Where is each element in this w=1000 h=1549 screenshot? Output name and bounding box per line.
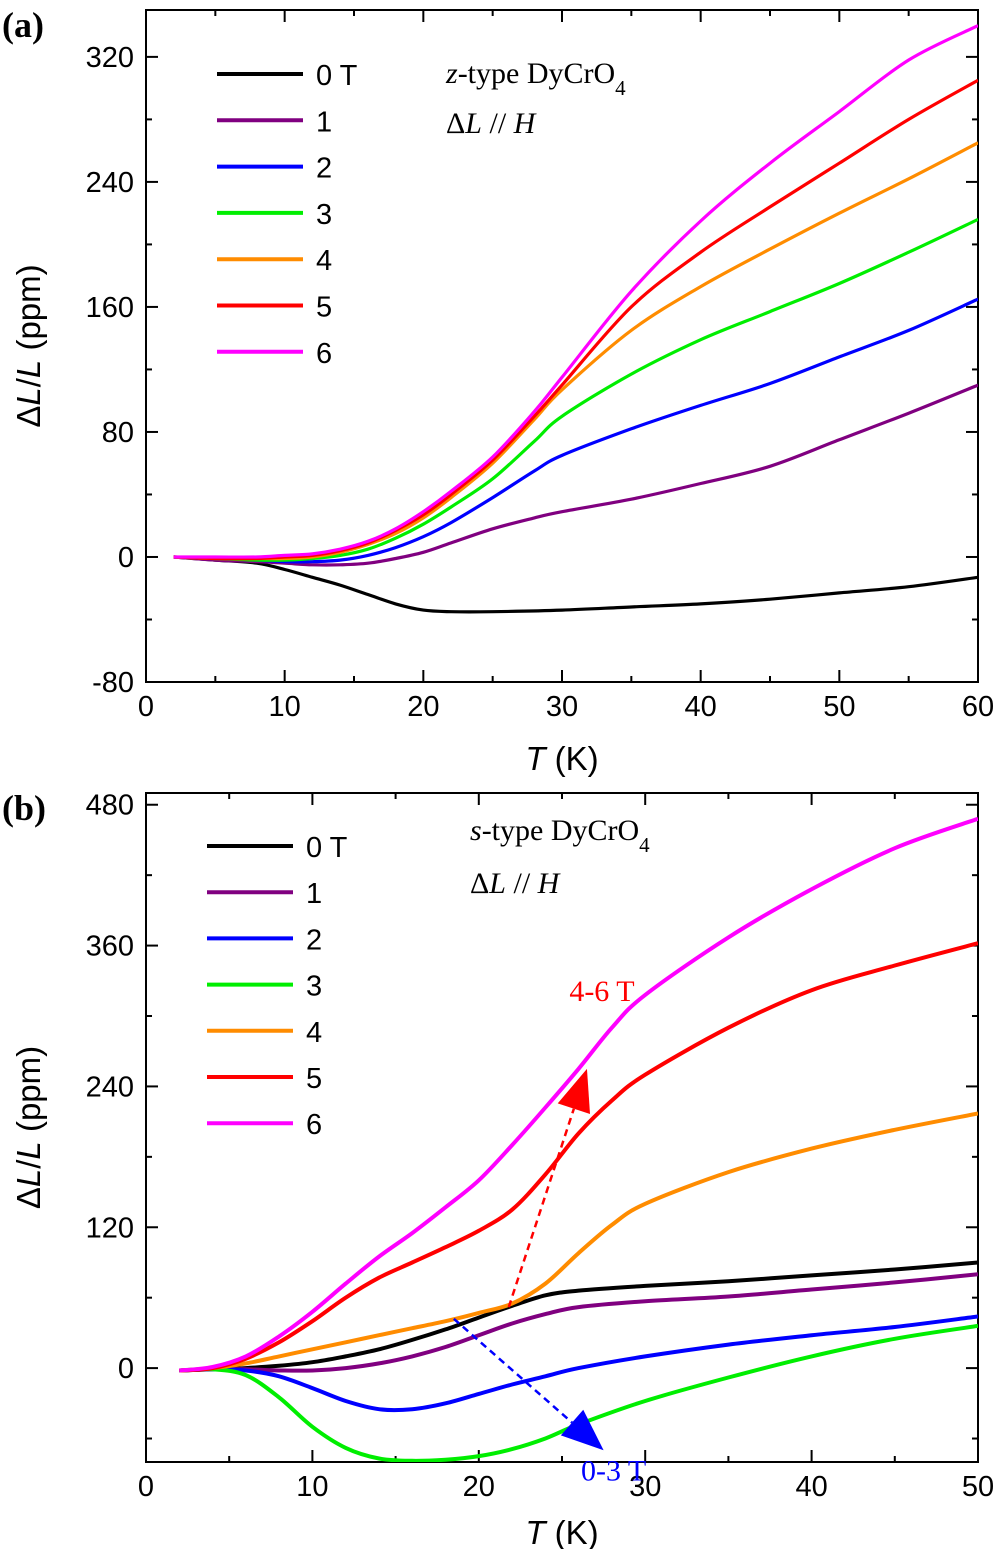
series-line-0: [179, 1260, 978, 1373]
x-tick-label: 20: [407, 691, 439, 723]
x-tick-label: 40: [685, 691, 717, 723]
series-line-6: [179, 816, 978, 1373]
x-tick-label: 50: [962, 1471, 994, 1503]
panel-label: (b): [2, 788, 46, 828]
x-axis-label: T (K): [525, 1514, 598, 1549]
arrow-label-1: 4-6 T: [569, 975, 634, 1008]
series-line-1: [173, 383, 978, 567]
legend-label-0: 0 T: [316, 60, 358, 92]
legend-label-3: 3: [306, 971, 322, 1003]
plot-frame: [145, 9, 979, 683]
legend-label-5: 5: [306, 1063, 322, 1095]
legend-label-6: 6: [316, 338, 332, 370]
series-line-5: [179, 941, 978, 1373]
x-tick-label: 0: [138, 691, 154, 723]
arrow-shaft-2: [453, 1317, 573, 1424]
x-tick-label: 60: [962, 691, 994, 723]
x-tick-label: 10: [296, 1471, 328, 1503]
series-line-3: [179, 1323, 978, 1462]
y-tick-label: -80: [92, 667, 134, 699]
x-axis-label: T (K): [525, 740, 598, 777]
annotation-2: ΔL // H: [446, 107, 538, 140]
legend-label-6: 6: [306, 1109, 322, 1141]
x-tick-label: 20: [463, 1471, 495, 1503]
arrow-head-2: [560, 1409, 604, 1451]
series-line-6: [173, 24, 978, 559]
y-tick-label: 80: [102, 417, 134, 449]
legend-label-4: 4: [316, 245, 332, 277]
y-axis-label: ΔL/L (ppm): [10, 264, 47, 427]
y-axis-label: ΔL/L (ppm): [10, 1046, 47, 1209]
legend-label-4: 4: [306, 1017, 322, 1049]
series-group: [179, 816, 978, 1462]
arrow-label-2: 0-3 T: [581, 1454, 646, 1487]
series-line-2: [173, 297, 978, 564]
y-tick-label: 120: [86, 1212, 134, 1244]
x-tick-label: 30: [546, 691, 578, 723]
x-tick-label: 40: [795, 1471, 827, 1503]
y-tick-label: 240: [86, 1071, 134, 1103]
legend-label-2: 2: [316, 153, 332, 185]
x-tick-label: 10: [269, 691, 301, 723]
annotation-1: z-type DyCrO4: [445, 57, 626, 100]
x-tick-label: 0: [138, 1471, 154, 1503]
x-tick-label: 50: [823, 691, 855, 723]
legend: 0 T 1 2 3 4 5 6: [207, 832, 348, 1141]
arrow-head-1: [557, 1068, 591, 1115]
series-line-1: [179, 1272, 978, 1373]
y-tick-label: 240: [86, 167, 134, 199]
series-line-0: [173, 555, 978, 614]
series-line-4: [179, 1111, 978, 1373]
y-tick-label: 0: [118, 1353, 134, 1385]
annotation-2: ΔL // H: [470, 867, 562, 900]
legend-label-1: 1: [306, 878, 322, 910]
y-tick-label: 360: [86, 931, 134, 963]
legend: 0 T 1 2 3 4 5 6: [217, 60, 358, 370]
legend-label-5: 5: [316, 292, 332, 324]
legend-label-1: 1: [316, 106, 332, 138]
series-line-2: [179, 1314, 978, 1413]
arrow-shaft-1: [507, 1108, 576, 1308]
legend-label-0: 0 T: [306, 832, 348, 864]
series-group: [173, 24, 978, 614]
chart-panel-b: 0 10 20 30 40 50 0 120 240 360 480 T (K) ΔL/L (ppm) (…: [2, 788, 994, 1549]
y-tick-label: 480: [86, 790, 134, 822]
y-tick-label: 320: [86, 42, 134, 74]
annotation-1: s-type DyCrO4: [470, 814, 650, 857]
panel-label: (a): [2, 5, 44, 45]
legend-label-2: 2: [306, 924, 322, 956]
series-line-5: [173, 78, 978, 561]
y-tick-label: 160: [86, 292, 134, 324]
y-tick-label: 0: [118, 542, 134, 574]
legend-label-3: 3: [316, 199, 332, 231]
x-tick-label: 30: [629, 1471, 661, 1503]
